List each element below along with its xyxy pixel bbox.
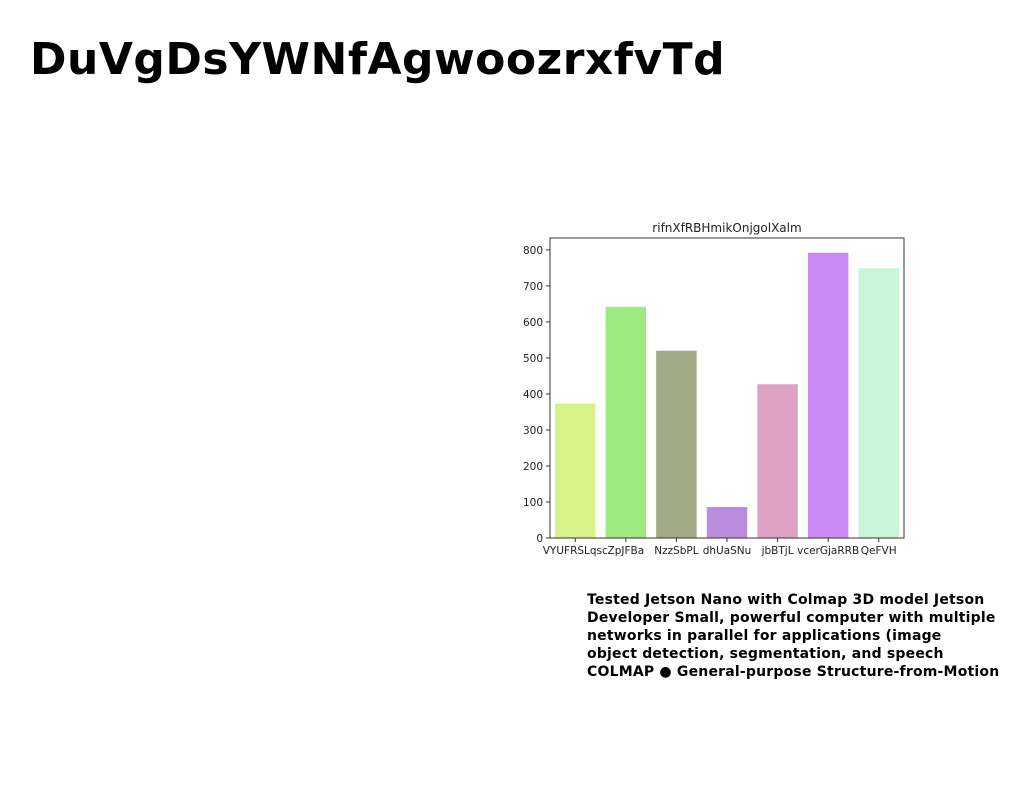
x-tick-label: vcerGjaRRB — [797, 545, 859, 557]
x-tick-label: VYUFRSLqsc — [543, 545, 608, 557]
caption-line: Tested Jetson Nano with Colmap 3D model … — [587, 592, 985, 608]
bar — [656, 350, 697, 538]
y-tick-label: 200 — [523, 461, 543, 473]
bar — [757, 384, 798, 538]
chart-title: rifnXfRBHmikOnjgolXalm — [652, 221, 801, 235]
x-tick-label: QeFVH — [861, 545, 897, 557]
y-tick-label: 0 — [536, 533, 543, 545]
y-tick-label: 500 — [523, 353, 543, 365]
y-tick-label: 100 — [523, 497, 543, 509]
bar — [706, 507, 748, 538]
page-title: DuVgDsYWNfAgwoozrxfvTd — [30, 34, 726, 85]
caption-line: object detection, segmentation, and spee… — [587, 646, 944, 662]
y-tick-label: 300 — [523, 425, 543, 437]
plot-frame — [549, 237, 905, 539]
caption-line: networks in parallel for applications (i… — [587, 628, 942, 644]
bar — [807, 252, 849, 538]
bar — [858, 268, 899, 538]
bar — [605, 306, 647, 538]
caption-line: Developer Small, powerful computer with … — [587, 610, 996, 626]
y-tick-label: 800 — [523, 245, 543, 257]
y-tick-label: 600 — [523, 317, 543, 329]
x-tick-label: NzzSbPL — [654, 545, 699, 557]
x-tick-label: dhUaSNu — [703, 545, 752, 557]
caption: Tested Jetson Nano with Colmap 3D model … — [587, 591, 999, 681]
x-tick-label: jbBTjL — [761, 545, 794, 557]
x-tick-label: ZpJFBa — [608, 545, 645, 557]
y-tick-label: 400 — [523, 389, 543, 401]
bar — [555, 403, 596, 538]
caption-line: COLMAP ● General-purpose Structure-from-… — [587, 664, 1000, 680]
y-tick-label: 700 — [523, 281, 543, 293]
chart: rifnXfRBHmikOnjgolXalm 0 100 200 300 400 500 6… — [523, 221, 905, 557]
